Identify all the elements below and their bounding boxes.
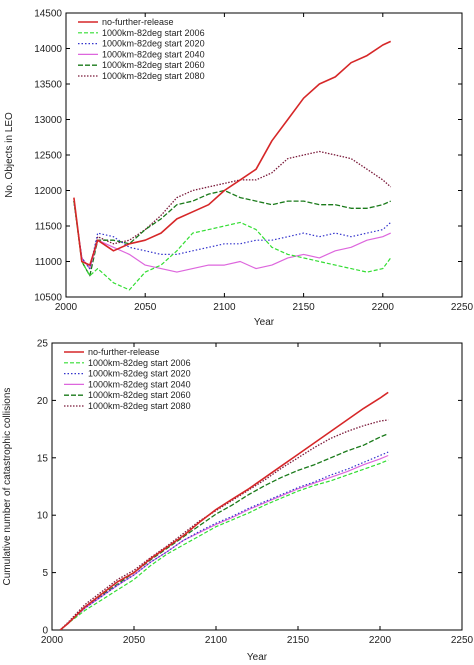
legend-label: 1000km-82deg start 2006 [88, 358, 191, 368]
x-tick-label: 2200 [372, 302, 395, 313]
legend-label: 1000km-82deg start 2006 [102, 28, 205, 38]
legend-label: 1000km-82deg start 2040 [102, 49, 205, 59]
series-line-start-2006 [73, 201, 392, 291]
series-line-start-2020 [59, 451, 389, 630]
legend-label: no-further-release [102, 17, 174, 27]
x-tick-label: 2100 [205, 635, 228, 646]
x-tick-label: 2100 [213, 302, 236, 313]
legend-label: 1000km-82deg start 2060 [102, 60, 205, 70]
y-tick-label: 20 [37, 396, 49, 407]
y-tick-label: 14000 [34, 44, 62, 55]
legend-label: 1000km-82deg start 2080 [102, 71, 205, 81]
y-tick-label: 13000 [34, 115, 62, 126]
y-axis-label: No. Objects in LEO [4, 112, 15, 198]
y-tick-label: 0 [42, 626, 48, 637]
x-tick-label: 2250 [451, 635, 474, 646]
y-tick-label: 14500 [34, 9, 62, 20]
y-tick-label: 5 [42, 568, 48, 579]
y-tick-label: 13500 [34, 80, 62, 91]
x-tick-label: 2050 [134, 302, 157, 313]
series-line-start-2020 [73, 201, 392, 270]
y-tick-label: 11000 [35, 257, 63, 268]
x-tick-label: 2250 [451, 302, 474, 313]
legend-label: no-further-release [88, 347, 160, 357]
series-line-start-2040 [59, 454, 389, 630]
x-axis-label: Year [247, 652, 268, 663]
legend-label: 1000km-82deg start 2040 [88, 379, 191, 389]
cumulative-collisions-chart: 2000 2050 2100 2150 2200 2250 0 5 10 15 20 25 Year Cu… [2, 339, 474, 664]
legend-label: 1000km-82deg start 2020 [102, 39, 205, 49]
legend-label: 1000km-82deg start 2060 [88, 390, 191, 400]
y-tick-label: 10 [37, 511, 49, 522]
legend-label: 1000km-82deg start 2080 [88, 401, 191, 411]
series-line-no-further-release [59, 391, 389, 630]
series-line-start-2040 [73, 201, 391, 273]
y-tick-label: 12500 [34, 151, 62, 162]
objects-in-leo-chart: 2000 2050 2100 2150 2200 2250 10500 11000 11500 1… [4, 9, 474, 329]
y-tick-label: 15 [37, 453, 49, 464]
series-line-no-further-release [73, 40, 392, 266]
series-line-start-2080 [59, 419, 389, 630]
series-lines [59, 391, 389, 630]
x-tick-label: 2150 [287, 635, 310, 646]
series-line-start-2080 [73, 150, 392, 270]
series-line-start-2060 [59, 433, 389, 630]
x-tick-label: 2000 [41, 635, 64, 646]
y-tick-label: 25 [37, 339, 49, 350]
y-tick-label: 11500 [35, 222, 63, 233]
y-tick-label: 10500 [34, 293, 62, 304]
x-axis-label: Year [254, 317, 275, 328]
series-line-start-2006 [59, 459, 389, 630]
series-lines [73, 40, 392, 291]
x-tick-label: 2050 [123, 635, 146, 646]
x-tick-label: 2200 [369, 635, 392, 646]
x-tick-label: 2000 [55, 302, 78, 313]
y-axis-label: Cumulative number of catastrophic collis… [2, 388, 13, 586]
legend-label: 1000km-82deg start 2020 [88, 369, 191, 379]
y-tick-label: 12000 [34, 186, 62, 197]
x-tick-label: 2150 [292, 302, 315, 313]
